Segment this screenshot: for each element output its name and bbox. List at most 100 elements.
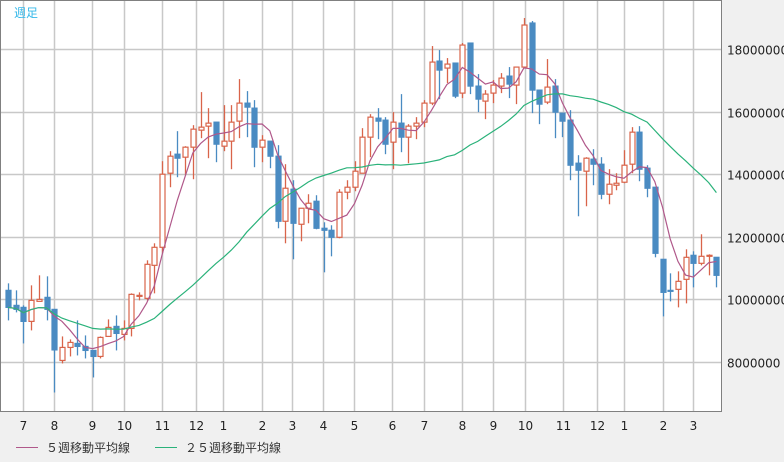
candle-body [583,157,590,172]
candle-down [382,117,389,155]
candle-down [174,131,181,178]
y-tick-label: 10000000 [727,294,784,308]
candle-body [690,254,697,264]
candle-down [74,320,81,356]
legend-swatch-ma25 [155,447,177,448]
legend-label-ma5: ５週移動平均線 [46,441,131,455]
candle-body [698,255,705,264]
candle-up [205,108,212,159]
candle-up [159,161,166,254]
candle-up [613,173,620,191]
ma25-line [7,93,717,330]
candle-up [344,180,351,200]
candle-body [713,256,720,276]
x-tick-label: 4 [320,419,328,433]
candle-body [629,131,636,165]
x-tick-label: 3 [289,419,297,433]
candle-body [606,183,613,195]
candle-body [367,116,374,138]
candle-up [629,127,636,174]
x-tick-label: 12 [189,419,204,433]
candle-body [467,42,474,87]
candle-down [20,305,27,344]
candle-up [67,339,74,357]
x-tick-label: 8 [459,419,467,433]
candle-up [182,146,189,176]
candle-body [36,298,43,302]
candle-body [567,119,574,166]
candle-body [344,186,351,193]
candle-up [359,128,366,174]
candle-body [251,107,258,148]
y-tick-label: 18000000 [727,44,784,58]
x-tick-label: 12 [590,419,605,433]
candle-up [498,73,505,94]
candle-body [5,289,12,308]
x-tick-label: 8 [51,419,59,433]
candle-down [690,251,697,288]
candle-up [413,117,420,140]
candle-body [621,164,628,183]
candle-body [429,61,436,104]
candle-down [506,67,513,99]
candle-down [652,186,659,258]
candle-down [267,140,274,169]
candle-down [375,108,382,140]
candle-down [660,258,667,317]
candle-body [352,170,359,188]
candle-body [636,131,643,170]
x-tick-label: 11 [155,419,170,433]
candle-body [74,342,81,348]
candle-body [675,280,682,290]
candle-up [482,90,489,120]
moving-average-lines [7,66,717,350]
candle-down [559,112,566,138]
candle-body [613,182,620,186]
candle-body [90,349,97,358]
candle-body [405,125,412,138]
candle-up [59,336,66,364]
candle-up [352,161,359,192]
candle-body [174,153,181,159]
candle-body [660,258,667,293]
candle-body [667,289,674,292]
candle-down [113,315,120,351]
candle-body [213,121,220,145]
plot-area [0,0,722,412]
x-tick-label: 2 [660,419,668,433]
candle-up [683,249,690,304]
candle-up [236,79,243,139]
candle-up [198,92,205,139]
candle-body [28,299,35,322]
candle-body [529,22,536,91]
candle-down [321,222,328,273]
candle-body [67,341,74,349]
candle-body [275,155,282,222]
candle-body [398,122,405,138]
candle-body [290,188,297,224]
candle-body [390,121,397,143]
candle-body [159,173,166,248]
candle-up [282,164,289,244]
x-tick-label: 7 [421,419,429,433]
candle-body [598,163,605,195]
candle-up [298,207,305,242]
y-tick-label: 16000000 [727,107,784,121]
grid [1,1,721,411]
candle-up [105,319,112,338]
y-tick-label: 14000000 [727,169,784,183]
candle-body [444,63,451,69]
x-axis: 7 8 9 10 11 12 1 2 3 4 5 6 7 8 9 10 11 12 1 2 3 [20,419,698,433]
x-tick-label: 1 [220,419,228,433]
candle-down [667,273,674,302]
candle-body [113,325,120,335]
candle-up [128,293,135,337]
candle-body [182,146,189,158]
candle-body [559,112,566,122]
candle-body [359,136,366,174]
candle-down [90,349,97,378]
y-tick-label: 12000000 [727,232,784,246]
candle-body [652,186,659,254]
candle-body [82,345,89,352]
x-tick-label: 10 [117,419,132,433]
